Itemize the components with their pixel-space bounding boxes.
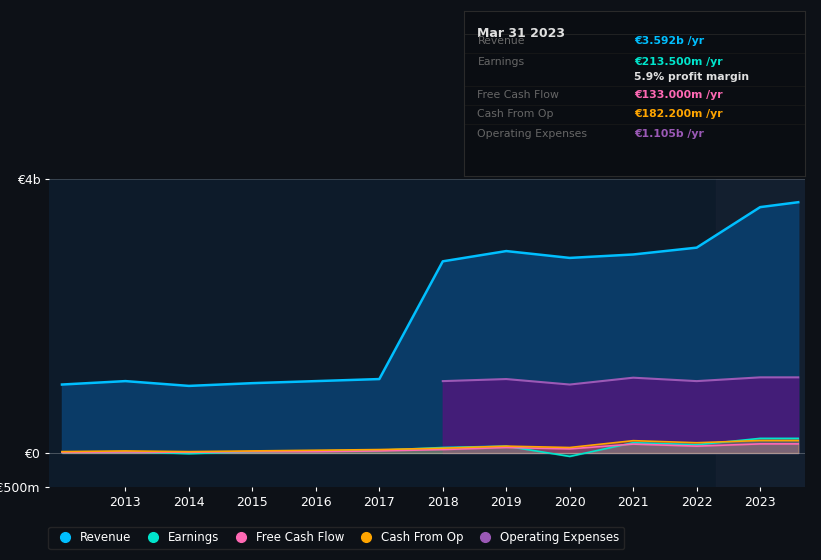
Text: €3.592b /yr: €3.592b /yr bbox=[635, 36, 704, 46]
Text: Operating Expenses: Operating Expenses bbox=[478, 129, 588, 139]
Text: €133.000m /yr: €133.000m /yr bbox=[635, 91, 722, 100]
Text: €213.500m /yr: €213.500m /yr bbox=[635, 57, 722, 67]
Text: Earnings: Earnings bbox=[478, 57, 525, 67]
Text: €182.200m /yr: €182.200m /yr bbox=[635, 109, 722, 119]
Legend: Revenue, Earnings, Free Cash Flow, Cash From Op, Operating Expenses: Revenue, Earnings, Free Cash Flow, Cash … bbox=[48, 526, 624, 549]
Text: 5.9% profit margin: 5.9% profit margin bbox=[635, 72, 750, 82]
Text: Cash From Op: Cash From Op bbox=[478, 109, 554, 119]
Bar bbox=[716, 179, 805, 487]
Text: Revenue: Revenue bbox=[478, 36, 525, 46]
Text: Mar 31 2023: Mar 31 2023 bbox=[478, 27, 566, 40]
Text: Free Cash Flow: Free Cash Flow bbox=[478, 91, 559, 100]
Text: €1.105b /yr: €1.105b /yr bbox=[635, 129, 704, 139]
